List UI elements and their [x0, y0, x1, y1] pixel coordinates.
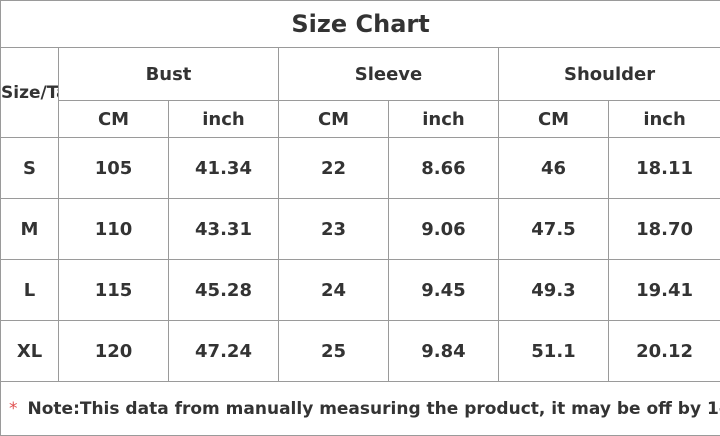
note-cell: * Note:This data from manually measuring … — [1, 382, 720, 436]
value-cell: 47.5 — [499, 199, 609, 260]
note-text: Note:This data from manually measuring t… — [28, 399, 720, 419]
value-cell: 47.24 — [169, 321, 279, 382]
unit-header: inch — [389, 101, 499, 138]
unit-header: inch — [609, 101, 720, 138]
value-cell: 105 — [59, 138, 169, 199]
value-cell: 23 — [279, 199, 389, 260]
value-cell: 45.28 — [169, 260, 279, 321]
unit-header: CM — [279, 101, 389, 138]
value-cell: 9.06 — [389, 199, 499, 260]
value-cell: 120 — [59, 321, 169, 382]
title: Size Chart — [1, 1, 720, 48]
table-row: Size/TaBustSleeveShoulder — [1, 48, 720, 101]
value-cell: 51.1 — [499, 321, 609, 382]
value-cell: 46 — [499, 138, 609, 199]
size-cell: L — [1, 260, 59, 321]
value-cell: 8.66 — [389, 138, 499, 199]
value-cell: 49.3 — [499, 260, 609, 321]
value-cell: 18.11 — [609, 138, 720, 199]
unit-header: inch — [169, 101, 279, 138]
value-cell: 22 — [279, 138, 389, 199]
group-header: Sleeve — [279, 48, 499, 101]
value-cell: 9.84 — [389, 321, 499, 382]
unit-header: CM — [499, 101, 609, 138]
unit-header: CM — [59, 101, 169, 138]
group-header: Shoulder — [499, 48, 720, 101]
size-cell: XL — [1, 321, 59, 382]
table-row: * Note:This data from manually measuring … — [1, 382, 720, 436]
table-row: Size Chart — [1, 1, 720, 48]
value-cell: 19.41 — [609, 260, 720, 321]
corner-header: Size/Ta — [1, 48, 59, 138]
size-cell: S — [1, 138, 59, 199]
size-cell: M — [1, 199, 59, 260]
note-mark: * — [9, 399, 18, 419]
group-header: Bust — [59, 48, 279, 101]
value-cell: 20.12 — [609, 321, 720, 382]
value-cell: 110 — [59, 199, 169, 260]
value-cell: 25 — [279, 321, 389, 382]
value-cell: 24 — [279, 260, 389, 321]
value-cell: 115 — [59, 260, 169, 321]
value-cell: 18.70 — [609, 199, 720, 260]
value-cell: 43.31 — [169, 199, 279, 260]
value-cell: 41.34 — [169, 138, 279, 199]
value-cell: 9.45 — [389, 260, 499, 321]
